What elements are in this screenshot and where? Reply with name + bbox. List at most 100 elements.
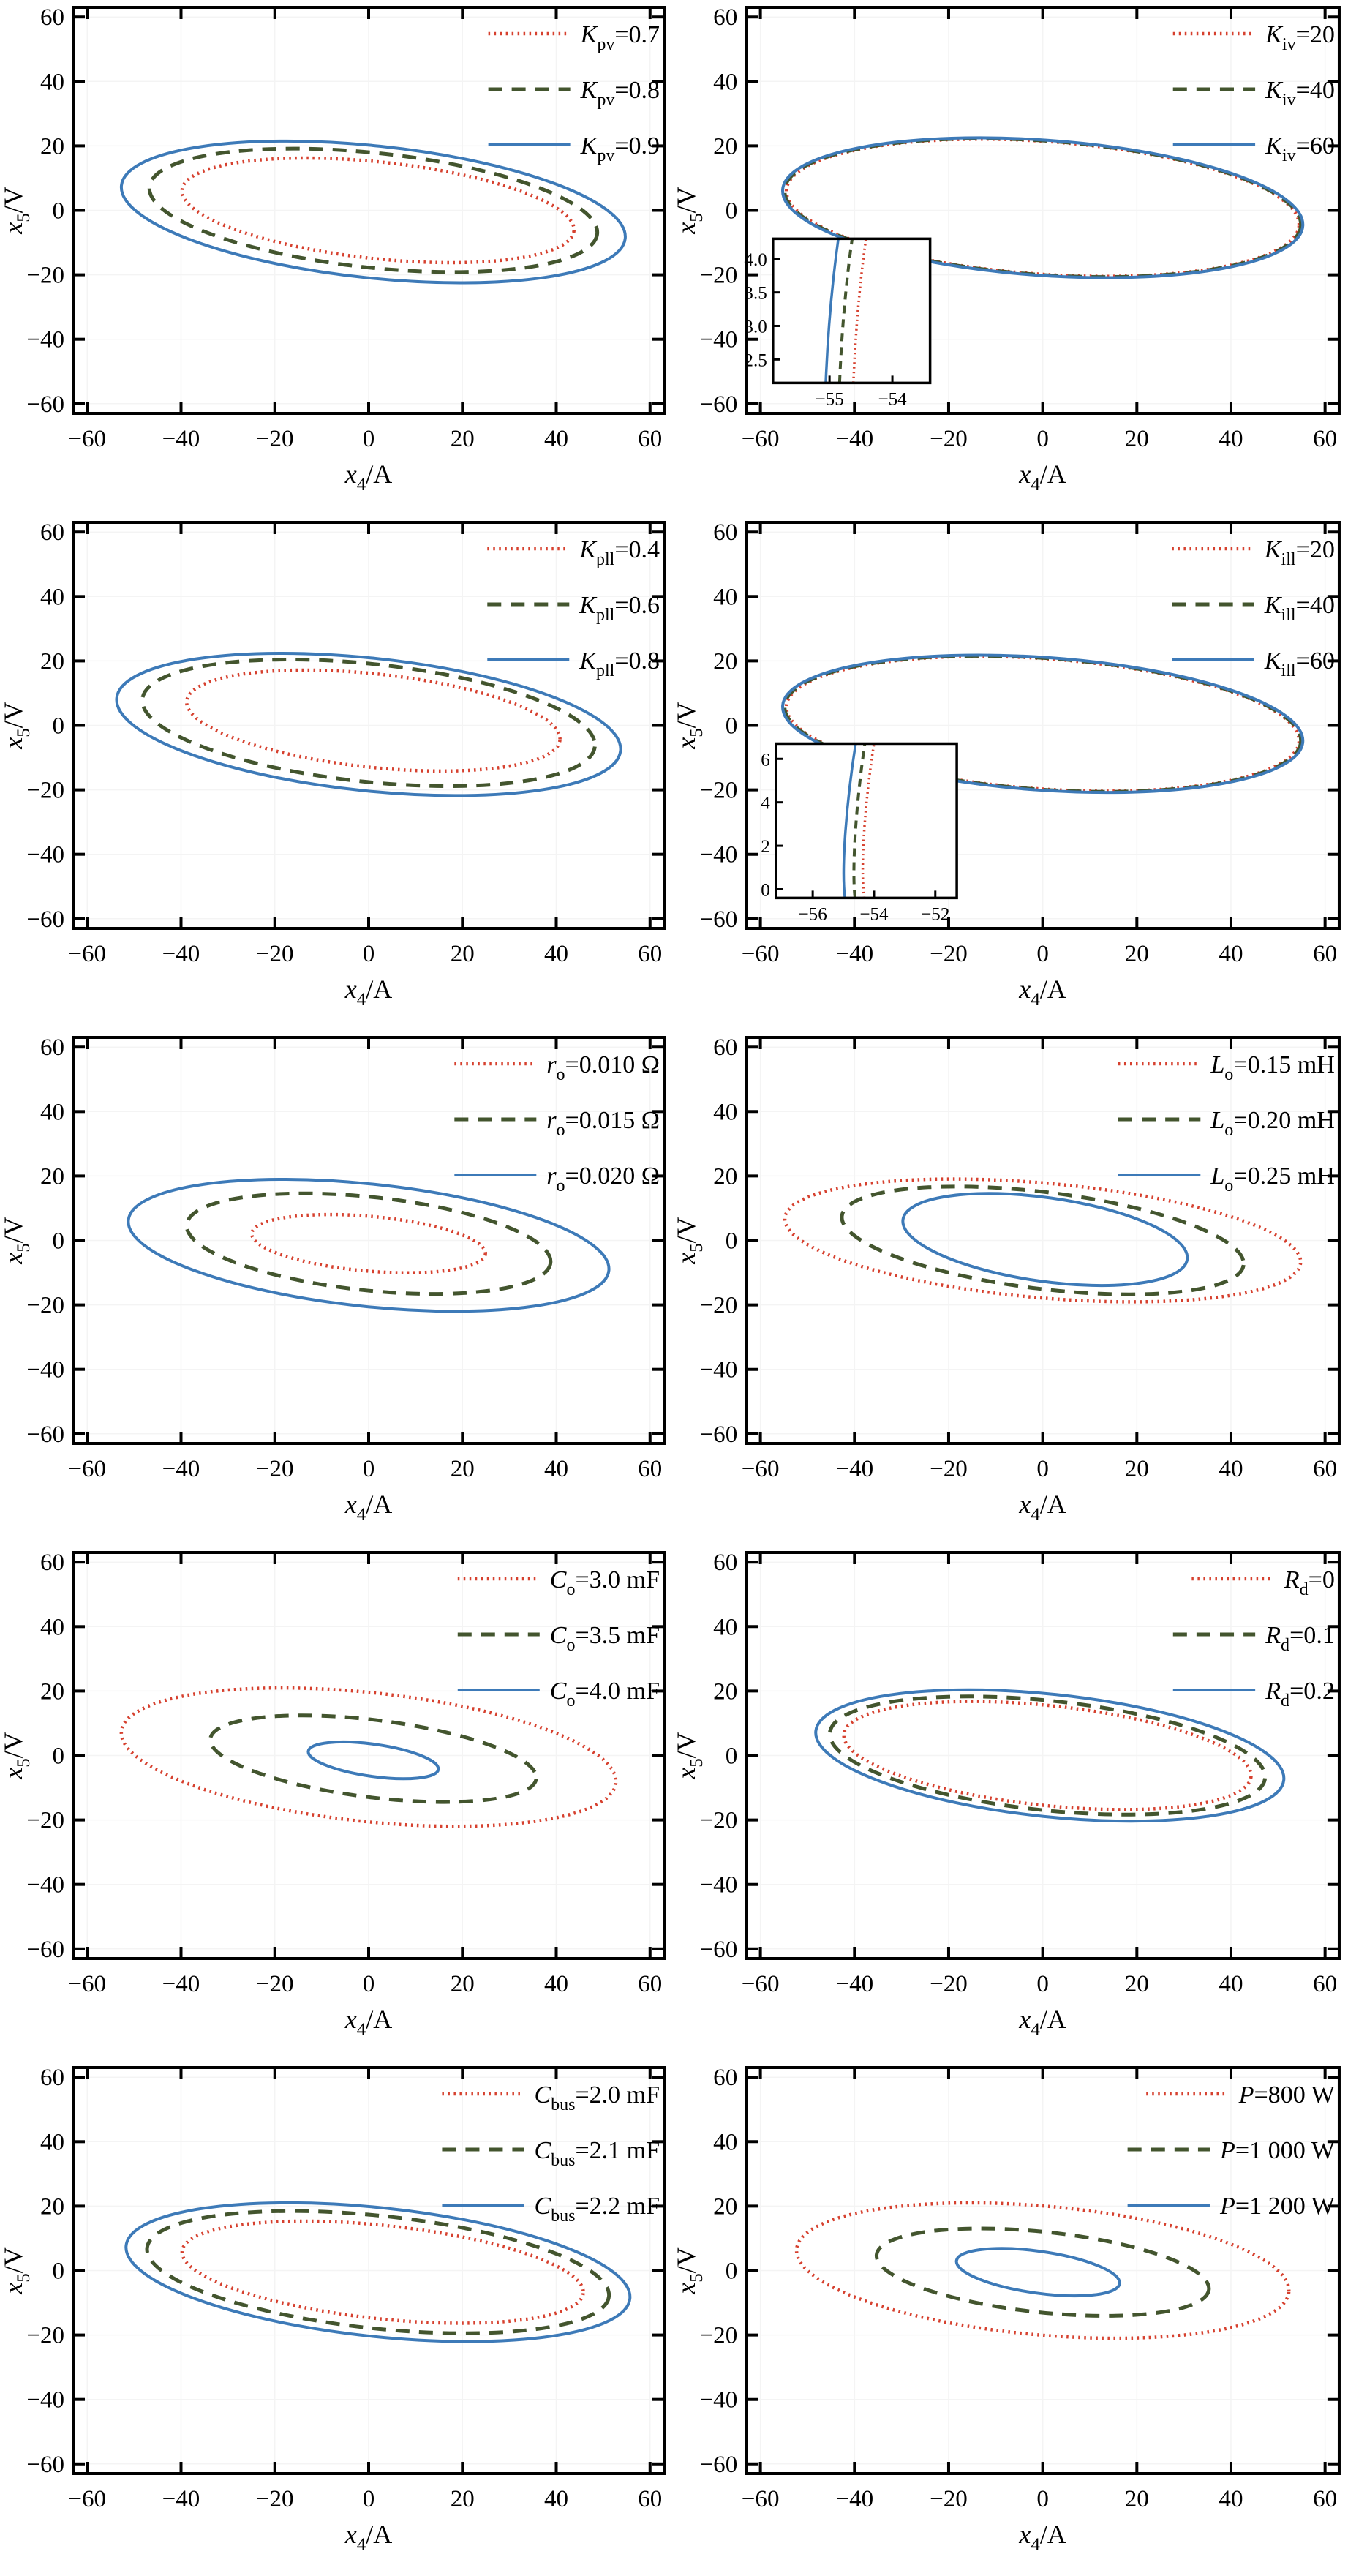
inset-y-tick-label: 3.5 — [744, 284, 767, 304]
legend-label: P=800 W — [1238, 2081, 1336, 2109]
y-tick-label: −20 — [26, 778, 64, 804]
legend-item: ro=0.015 Ω — [454, 1107, 660, 1140]
legend: Rd=0 Rd=0.1 Rd=0.2 — [1172, 1566, 1335, 1711]
legend-label: Rd=0.1 — [1265, 1622, 1335, 1655]
curve-rd-2 — [814, 1688, 1286, 1823]
y-tick-label: −60 — [26, 1937, 64, 1963]
curve-rd-0 — [842, 1700, 1253, 1811]
y-tick-label: 40 — [40, 69, 64, 95]
x-tick-label: 60 — [638, 1456, 662, 1482]
legend-label: ro=0.020 Ω — [546, 1163, 660, 1195]
y-axis-label: x5/V — [673, 702, 707, 749]
x-tick-label: 20 — [1125, 1456, 1149, 1482]
legend-label: Co=3.5 mF — [550, 1622, 660, 1655]
x-tick-label: −20 — [256, 1456, 294, 1482]
x-tick-label: 20 — [451, 1971, 475, 1997]
y-tick-label: 20 — [713, 648, 737, 675]
panel-cell-kiv: −60 −60 −40 −40 −20 −20 0 0 20 20 40 40 60 60 x4/A x5/V… — [673, 0, 1348, 515]
y-tick-label: 20 — [40, 1678, 64, 1705]
inset-plot: −56 −54 −52 0 2 4 6 — [761, 742, 958, 924]
x-axis-label: x4/A — [1018, 2005, 1066, 2040]
legend-item: P=1 200 W — [1127, 2193, 1336, 2220]
panel-ro: −60−60 −40 −40 −20 −20 0 0 20 20 40 40 60 60 x4/A x5/V… — [0, 1034, 666, 1525]
legend-item: Kiv=60 — [1172, 132, 1335, 165]
legend: Kiv=20 Kiv=40 Kiv=60 — [1172, 21, 1335, 165]
x-tick-label: 60 — [1313, 426, 1337, 452]
panel-co: −60−60 −40 −40 −20 −20 0 0 20 20 40 40 60 60 x4/A x5/V… — [0, 1550, 666, 2040]
y-tick-label: 40 — [40, 1614, 64, 1640]
curve-ro-2 — [127, 1178, 611, 1313]
y-tick-label: 60 — [713, 1550, 737, 1576]
y-tick-label: 60 — [40, 1550, 64, 1576]
legend-label: Rd=0.2 — [1265, 1678, 1335, 1711]
legend-item: Co=3.5 mF — [457, 1622, 660, 1655]
y-tick-label: −20 — [26, 1293, 64, 1319]
legend-label: ro=0.010 Ω — [546, 1051, 660, 1084]
y-tick-label: 0 — [53, 198, 65, 225]
axis-ticks: −60−60 −40 −40 −20 −20 0 0 20 20 40 40 60 60 — [700, 2065, 1339, 2512]
legend-item: P=1 000 W — [1127, 2137, 1336, 2164]
curve-co-1 — [208, 1713, 538, 1804]
x-tick-label: −60 — [68, 426, 106, 452]
x-tick-label: 40 — [544, 1456, 568, 1482]
x-tick-label: −40 — [162, 2486, 200, 2512]
x-tick-label: 0 — [363, 426, 375, 452]
x-tick-label: −20 — [930, 2486, 968, 2512]
curve-p-1 — [874, 2226, 1211, 2318]
x-tick-label: 60 — [1313, 1456, 1337, 1482]
y-tick-label: 40 — [713, 2129, 737, 2155]
legend: Kill=20 Kill=40 Kill=60 — [1172, 536, 1335, 680]
legend-item: P=800 W — [1146, 2081, 1336, 2109]
inset-curve-1 — [837, 239, 854, 383]
legend-label: P=1 200 W — [1219, 2193, 1336, 2220]
x-tick-label: −20 — [930, 1456, 968, 1482]
x-tick-label: 40 — [544, 2486, 568, 2512]
curve-kiv-2 — [781, 136, 1305, 279]
panel-lo: −60−60 −40 −40 −20 −20 0 0 20 20 40 40 60 60 x4/A x5/V… — [673, 1034, 1341, 1525]
legend-item: Kpll=0.8 — [487, 647, 660, 680]
y-tick-label: −40 — [26, 327, 64, 353]
x-tick-label: 0 — [363, 1971, 375, 1997]
x-tick-label: 20 — [1125, 2486, 1149, 2512]
legend-label: Kiv=60 — [1265, 132, 1335, 165]
x-tick-label: −20 — [256, 2486, 294, 2512]
y-tick-label: 0 — [726, 198, 738, 225]
legend-item: Rd=0.2 — [1172, 1678, 1335, 1711]
x-axis-label: x4/A — [344, 1490, 392, 1525]
y-tick-label: −40 — [700, 1872, 738, 1899]
y-tick-label: 60 — [40, 4, 64, 31]
curve-p-2 — [954, 2247, 1121, 2298]
y-tick-label: 0 — [726, 713, 738, 740]
y-tick-label: 40 — [40, 2129, 64, 2155]
x-tick-label: 20 — [451, 1456, 475, 1482]
y-tick-label: −40 — [700, 327, 738, 353]
legend-item: Kiv=20 — [1172, 21, 1335, 54]
x-tick-label: −40 — [835, 1971, 873, 1997]
x-tick-label: 0 — [363, 1456, 375, 1482]
curve-lo-0 — [783, 1177, 1303, 1304]
inset-x-tick-label: −54 — [878, 389, 907, 409]
panel-kiv: −60−60 −40 −40 −20 −20 0 0 20 20 40 40 60 60 x4/A x5/V… — [673, 4, 1341, 495]
x-tick-label: −60 — [742, 426, 780, 452]
y-tick-label: 20 — [713, 133, 737, 159]
inset-y-tick-label: 4.0 — [744, 250, 767, 270]
curve-kill-2 — [781, 653, 1305, 795]
x-tick-label: −60 — [68, 941, 106, 967]
x-tick-label: 0 — [1036, 941, 1049, 967]
panel-cell-ro: −60 −60 −40 −40 −20 −20 0 0 20 20 40 40 60 60 x4/A x5/V… — [0, 1030, 673, 1545]
y-tick-label: 60 — [713, 1034, 737, 1061]
panel-cell-p: −60 −60 −40 −40 −20 −20 0 0 20 20 40 40 60 60 x4/A x5/V… — [673, 2060, 1348, 2575]
legend-label: ro=0.015 Ω — [546, 1107, 660, 1140]
inset-y-tick-label: 2.5 — [744, 350, 767, 370]
legend-item: Cbus=2.1 mF — [442, 2137, 660, 2170]
y-tick-label: 0 — [53, 1743, 65, 1770]
x-tick-label: 60 — [638, 426, 662, 452]
legend-label: Kill=20 — [1264, 536, 1335, 569]
legend: P=800 W P=1 000 W P=1 200 W — [1127, 2081, 1336, 2220]
y-tick-label: −20 — [700, 1293, 738, 1319]
y-tick-label: 0 — [726, 1228, 738, 1255]
y-tick-label: −60 — [26, 391, 64, 418]
y-tick-label: 20 — [40, 648, 64, 675]
axis-ticks: −60−60 −40 −40 −20 −20 0 0 20 20 40 40 60 60 — [26, 1550, 664, 1997]
curve-p-0 — [794, 2201, 1291, 2340]
